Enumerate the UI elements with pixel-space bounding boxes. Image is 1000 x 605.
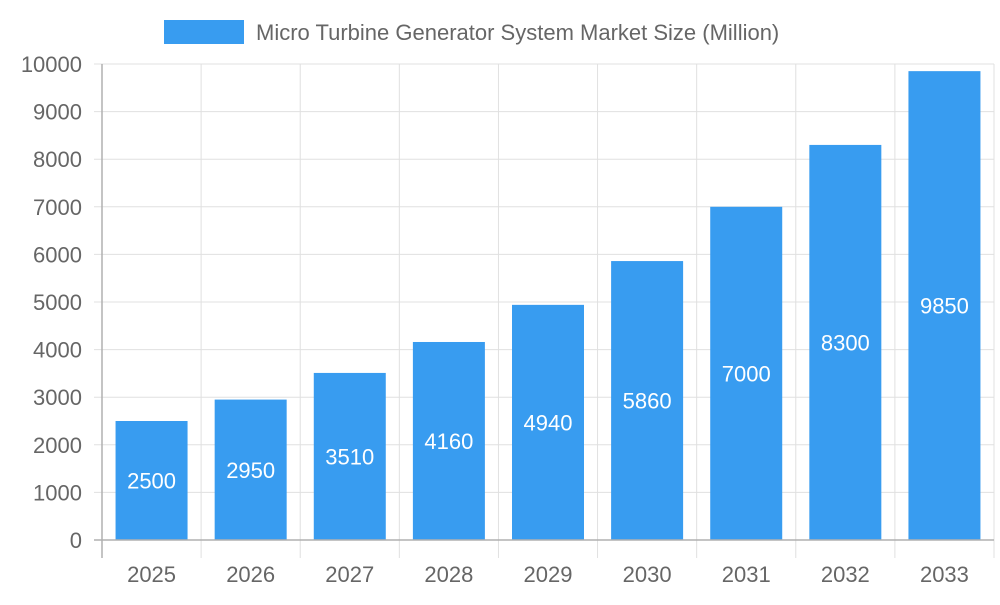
- x-tick-label: 2031: [722, 562, 771, 587]
- y-tick-label: 6000: [33, 242, 82, 267]
- bar-2033: [908, 71, 981, 540]
- y-tick-label: 9000: [33, 100, 82, 125]
- y-tick-label: 5000: [33, 290, 82, 315]
- data-label-2026: 2950: [226, 458, 275, 483]
- legend-label: Micro Turbine Generator System Market Si…: [256, 20, 779, 45]
- x-tick-label: 2029: [524, 562, 573, 587]
- x-tick-label: 2030: [623, 562, 672, 587]
- y-tick-label: 0: [70, 528, 82, 553]
- bar-2029: [512, 304, 584, 540]
- y-tick-label: 10000: [21, 52, 82, 77]
- bar-2028: [412, 341, 485, 540]
- y-tick-label: 8000: [33, 147, 82, 172]
- data-label-2029: 4940: [524, 410, 573, 435]
- y-tick-label: 2000: [33, 433, 82, 458]
- y-tick-label: 7000: [33, 195, 82, 220]
- bar-2026: [214, 399, 287, 540]
- bar-2031: [710, 206, 783, 541]
- y-tick-label: 4000: [33, 338, 82, 363]
- legend-swatch: [164, 20, 244, 44]
- y-tick-label: 3000: [33, 385, 82, 410]
- x-axis: 2025 2026 2027 2028 2029 2030 2031 2032 2033: [94, 539, 994, 587]
- x-tick-label: 2033: [920, 562, 969, 587]
- data-label-2032: 8300: [821, 330, 870, 355]
- x-tick-label: 2026: [226, 562, 275, 587]
- data-label-2033: 9850: [920, 294, 969, 319]
- legend: Micro Turbine Generator System Market Si…: [164, 20, 779, 45]
- data-label-2030: 5860: [623, 389, 672, 414]
- bar-2025: [115, 421, 188, 540]
- x-tick-label: 2028: [424, 562, 473, 587]
- data-label-2031: 7000: [722, 361, 771, 386]
- x-tick-label: 2027: [325, 562, 374, 587]
- bar-2027: [313, 372, 386, 540]
- data-labels: 2500 2950 3510 4160 4940 5860 7000 8300 9850: [127, 294, 969, 494]
- x-tick-label: 2025: [127, 562, 176, 587]
- bar-2030: [611, 261, 684, 540]
- data-label-2028: 4160: [424, 429, 473, 454]
- bars: [115, 71, 981, 541]
- y-tick-label: 1000: [33, 480, 82, 505]
- data-label-2025: 2500: [127, 469, 176, 494]
- x-tick-label: 2032: [821, 562, 870, 587]
- bar-2032: [809, 144, 882, 541]
- data-label-2027: 3510: [325, 444, 374, 469]
- y-axis: 0 1000 2000 3000 4000 5000 6000 7000 8000 9000 100…: [21, 52, 103, 558]
